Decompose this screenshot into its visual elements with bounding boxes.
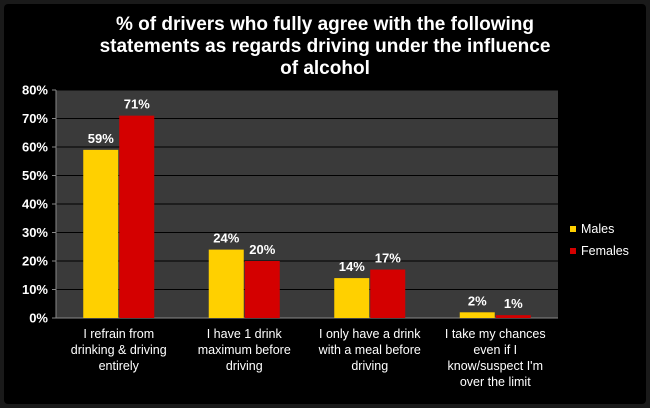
chart-title: % of drivers who fully agree with the fo… [100,14,551,79]
y-tick-label: 50% [22,168,48,183]
data-label: 24% [213,231,239,246]
y-tick-label: 0% [29,311,48,326]
bar-males [208,249,244,318]
data-label: 1% [504,296,523,311]
x-axis-categories: I refrain from drinking & driving entirely… [71,327,546,389]
category-label: I only have a drink [319,327,421,341]
data-label: 14% [339,259,365,274]
category-label: I refrain from [83,327,154,341]
chart-title-line: of alcohol [280,58,370,79]
legend-swatch-females [570,248,576,254]
y-axis-ticks: 0% 10% 20% 30% 40% 50% 60% 70% 80% [22,83,558,326]
data-labels: 59% 24% 14% 2% 71% 20% 17% 1% [88,97,523,311]
bar-females [244,261,280,318]
chart-frame: % of drivers who fully agree with the fo… [4,4,646,404]
category-label: driving [351,359,388,373]
legend-swatch-males [570,226,576,232]
category-label: know/suspect I'm [448,359,543,373]
y-tick-label: 10% [22,282,48,297]
category-label: with a meal before [318,343,421,357]
category-label: over the limit [460,375,531,389]
data-label: 17% [375,251,401,266]
bar-females [370,269,406,318]
bar-males [83,149,119,318]
data-label: 59% [88,131,114,146]
bar-males [334,278,370,318]
category-label: entirely [99,359,140,373]
category-label: drinking & driving [71,343,167,357]
chart: % of drivers who fully agree with the fo… [22,14,629,389]
y-tick-label: 80% [22,83,48,98]
legend-label-males: Males [581,222,614,236]
y-tick-label: 70% [22,111,48,126]
y-tick-label: 20% [22,254,48,269]
category-label: I have 1 drink [207,327,283,341]
category-label: I take my chances [445,327,546,341]
data-label: 2% [468,293,487,308]
bar-females [495,315,531,318]
category-label: even if I [473,343,517,357]
legend-label-females: Females [581,244,629,258]
legend: Males Females [570,222,629,258]
data-label: 71% [124,97,150,112]
data-label: 20% [249,242,275,257]
bars [83,115,531,319]
category-label: maximum before [198,343,291,357]
bar-females [119,115,155,319]
chart-title-line: statements as regards driving under the … [100,36,551,57]
y-tick-label: 30% [22,225,48,240]
bar-males [459,312,495,318]
chart-title-line: % of drivers who fully agree with the fo… [116,14,534,35]
category-label: driving [226,359,263,373]
y-tick-label: 40% [22,197,48,212]
y-tick-label: 60% [22,140,48,155]
